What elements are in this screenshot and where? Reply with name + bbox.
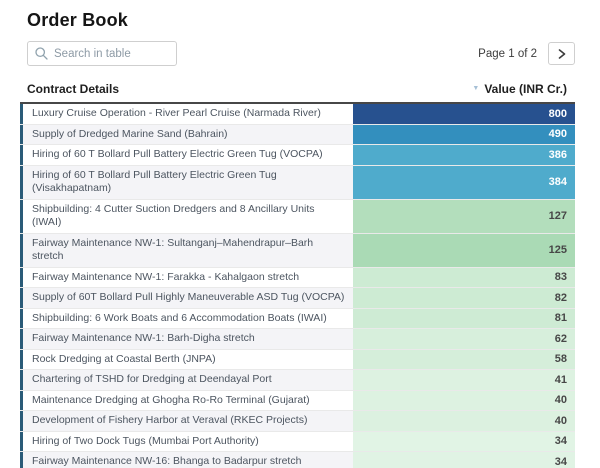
page-indicator: Page 1 of 2 — [478, 47, 537, 60]
contract-cell: Fairway Maintenance NW-16: Bhanga to Bad… — [20, 452, 353, 468]
sort-desc-icon: ▼ — [472, 84, 480, 92]
page-title: Order Book — [27, 10, 129, 30]
value-cell: 40 — [353, 390, 575, 410]
value-cell: 58 — [353, 349, 575, 369]
table-row[interactable]: Luxury Cruise Operation - River Pearl Cr… — [20, 104, 575, 125]
contract-cell: Luxury Cruise Operation - River Pearl Cr… — [20, 104, 353, 124]
next-page-button[interactable] — [548, 42, 575, 65]
contract-cell: Fairway Maintenance NW-1: Sultanganj–Mah… — [20, 233, 353, 267]
column-header-value-label: Value (INR Cr.) — [484, 82, 567, 96]
table-row[interactable]: Maintenance Dredging at Ghogha Ro-Ro Ter… — [20, 390, 575, 411]
contract-cell: Development of Fishery Harbor at Veraval… — [20, 411, 353, 431]
table-row[interactable]: Shipbuilding: 4 Cutter Suction Dredgers … — [20, 199, 575, 234]
value-cell: 82 — [353, 288, 575, 308]
table-row[interactable]: Hiring of 60 T Bollard Pull Battery Elec… — [20, 145, 575, 166]
table-row[interactable]: Chartering of TSHD for Dredging at Deend… — [20, 370, 575, 391]
table-row[interactable]: Fairway Maintenance NW-1: Farakka - Kaha… — [20, 267, 575, 288]
contract-cell: Fairway Maintenance NW-1: Barh-Digha str… — [20, 329, 353, 349]
value-cell: 81 — [353, 308, 575, 328]
column-header-value[interactable]: ▼ Value (INR Cr.) — [472, 82, 567, 96]
value-cell: 125 — [353, 233, 575, 267]
value-cell: 83 — [353, 267, 575, 287]
contract-cell: Maintenance Dredging at Ghogha Ro-Ro Ter… — [20, 390, 353, 410]
contract-cell: Fairway Maintenance NW-1: Farakka - Kaha… — [20, 267, 353, 287]
contract-cell: Hiring of 60 T Bollard Pull Battery Elec… — [20, 145, 353, 165]
search-input[interactable] — [48, 47, 176, 60]
table-header: Contract Details ▼ Value (INR Cr.) — [20, 80, 575, 104]
contract-cell: Rock Dredging at Coastal Berth (JNPA) — [20, 349, 353, 369]
pagination: Page 1 of 2 — [478, 42, 575, 65]
contract-cell: Hiring of Two Dock Tugs (Mumbai Port Aut… — [20, 431, 353, 451]
table-row[interactable]: Hiring of 60 T Bollard Pull Battery Elec… — [20, 165, 575, 200]
value-cell: 490 — [353, 124, 575, 144]
table-row[interactable]: Fairway Maintenance NW-16: Bhanga to Bad… — [20, 452, 575, 468]
table-row[interactable]: Supply of 60T Bollard Pull Highly Maneuv… — [20, 288, 575, 309]
column-header-contract[interactable]: Contract Details — [27, 82, 120, 96]
value-cell: 34 — [353, 452, 575, 468]
search-box[interactable] — [27, 41, 177, 66]
contract-cell: Supply of Dredged Marine Sand (Bahrain) — [20, 124, 353, 144]
contract-cell: Hiring of 60 T Bollard Pull Battery Elec… — [20, 165, 353, 199]
table-row[interactable]: Rock Dredging at Coastal Berth (JNPA) 58 — [20, 349, 575, 370]
table-row[interactable]: Fairway Maintenance NW-1: Barh-Digha str… — [20, 329, 575, 350]
value-cell: 62 — [353, 329, 575, 349]
chevron-right-icon — [558, 48, 565, 59]
table-row[interactable]: Hiring of Two Dock Tugs (Mumbai Port Aut… — [20, 431, 575, 452]
value-cell: 384 — [353, 165, 575, 199]
value-cell: 41 — [353, 370, 575, 390]
value-cell: 800 — [353, 104, 575, 124]
toolbar: Page 1 of 2 — [27, 41, 575, 66]
contract-cell: Chartering of TSHD for Dredging at Deend… — [20, 370, 353, 390]
contract-cell: Shipbuilding: 4 Cutter Suction Dredgers … — [20, 199, 353, 233]
value-cell: 127 — [353, 199, 575, 233]
order-book-table: Contract Details ▼ Value (INR Cr.) Luxur… — [20, 80, 575, 468]
table-row[interactable]: Shipbuilding: 6 Work Boats and 6 Accommo… — [20, 308, 575, 329]
contract-cell: Supply of 60T Bollard Pull Highly Maneuv… — [20, 288, 353, 308]
table-row[interactable]: Supply of Dredged Marine Sand (Bahrain) 4… — [20, 124, 575, 145]
table-row[interactable]: Fairway Maintenance NW-1: Sultanganj–Mah… — [20, 233, 575, 268]
contract-cell: Shipbuilding: 6 Work Boats and 6 Accommo… — [20, 308, 353, 328]
value-cell: 386 — [353, 145, 575, 165]
table-row[interactable]: Development of Fishery Harbor at Veraval… — [20, 411, 575, 432]
table-body: Luxury Cruise Operation - River Pearl Cr… — [20, 104, 575, 468]
search-icon — [35, 47, 48, 60]
value-cell: 34 — [353, 431, 575, 451]
value-cell: 40 — [353, 411, 575, 431]
